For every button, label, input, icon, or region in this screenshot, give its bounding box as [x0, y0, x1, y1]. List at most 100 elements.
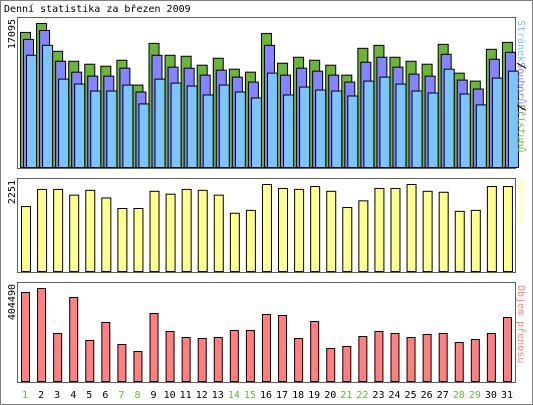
bar [294, 188, 305, 272]
bar [454, 210, 465, 272]
legend-entry: Stránek [515, 20, 527, 62]
bar [459, 93, 471, 168]
bar [154, 78, 166, 168]
x-tick-label: 27 [437, 390, 449, 401]
bar [234, 91, 246, 168]
bar [422, 190, 433, 272]
bar [266, 72, 278, 168]
bar [502, 186, 513, 272]
bar [342, 346, 352, 383]
bar [213, 194, 224, 273]
bar [69, 297, 79, 383]
bar [502, 317, 512, 382]
x-tick-label: 9 [151, 390, 157, 401]
bar [117, 208, 128, 272]
x-tick-label: 5 [86, 390, 92, 401]
bar [170, 82, 182, 168]
x-tick-label: 24 [388, 390, 400, 401]
bar [443, 68, 455, 168]
y-max-label: 17095 [7, 19, 18, 49]
x-tick-label: 4 [70, 390, 76, 401]
bar [250, 97, 262, 168]
bar [197, 338, 207, 382]
bar [507, 70, 519, 168]
bar [315, 89, 327, 168]
bar [454, 342, 464, 382]
x-tick-label: 7 [118, 390, 124, 401]
bar [470, 209, 481, 272]
bar [74, 83, 86, 168]
bar [122, 84, 134, 168]
bar [347, 95, 359, 168]
bar [53, 188, 64, 272]
bar [85, 340, 95, 383]
bar [294, 338, 304, 382]
legend: Objem přenosu [515, 285, 527, 363]
legend-entry: Návštěv [515, 181, 527, 223]
bar [138, 103, 150, 168]
bar [406, 337, 416, 383]
y-max-label: 2251 [7, 180, 18, 204]
bar [374, 331, 384, 383]
bar [374, 187, 385, 272]
x-tick-label: 28 [453, 390, 465, 401]
legend: Návštěv [515, 181, 527, 223]
legend: StránekSouborůPřístupů [515, 20, 527, 152]
bar [390, 333, 400, 382]
bar [326, 190, 337, 272]
bar [213, 337, 223, 383]
x-tick-label: 13 [212, 390, 224, 401]
bar [202, 94, 214, 168]
bar [181, 337, 191, 383]
bar [390, 187, 401, 272]
x-tick-label: 30 [485, 390, 497, 401]
x-tick-label: 23 [372, 390, 384, 401]
legend-entry: Objem přenosu [515, 285, 527, 363]
x-tick-label: 20 [324, 390, 336, 401]
x-tick-label: 21 [340, 390, 352, 401]
x-tick-label: 15 [244, 390, 256, 401]
y-max-label: 404490 [7, 284, 18, 320]
bar [310, 321, 320, 382]
bar [470, 339, 480, 382]
x-tick-label: 19 [308, 390, 320, 401]
bar [406, 184, 417, 272]
bar [491, 77, 503, 168]
x-tick-label: 14 [228, 390, 240, 401]
x-tick-label: 16 [260, 390, 272, 401]
bar [58, 78, 70, 168]
legend-text: Objem přenosu [515, 285, 527, 363]
bar [299, 86, 311, 168]
bar [149, 190, 160, 272]
x-tick-label: 26 [421, 390, 433, 401]
bar [42, 44, 54, 168]
legend-text: StránekSouborůPřístupů [515, 20, 527, 152]
bar [326, 348, 336, 382]
legend-separator [516, 104, 527, 111]
bar [331, 90, 343, 168]
x-tick-label: 10 [164, 390, 176, 401]
x-tick-label: 29 [469, 390, 481, 401]
bar [21, 206, 31, 273]
bar [218, 84, 230, 168]
bar [117, 344, 127, 383]
bar [21, 292, 30, 382]
bar [101, 197, 112, 273]
bar [422, 334, 432, 383]
bar [395, 83, 407, 168]
bar [245, 209, 256, 272]
x-tick-label: 2 [38, 390, 44, 401]
bar [245, 330, 255, 382]
x-tick-label: 1 [22, 390, 28, 401]
bar [90, 90, 102, 168]
bar [165, 193, 176, 272]
bar [283, 94, 295, 168]
bar [261, 184, 272, 272]
bar [411, 90, 423, 168]
x-tick-label: 31 [501, 390, 513, 401]
bar [229, 212, 240, 272]
x-tick-label: 18 [292, 390, 304, 401]
bar [53, 333, 63, 382]
bar [438, 191, 449, 273]
bar [379, 76, 391, 168]
